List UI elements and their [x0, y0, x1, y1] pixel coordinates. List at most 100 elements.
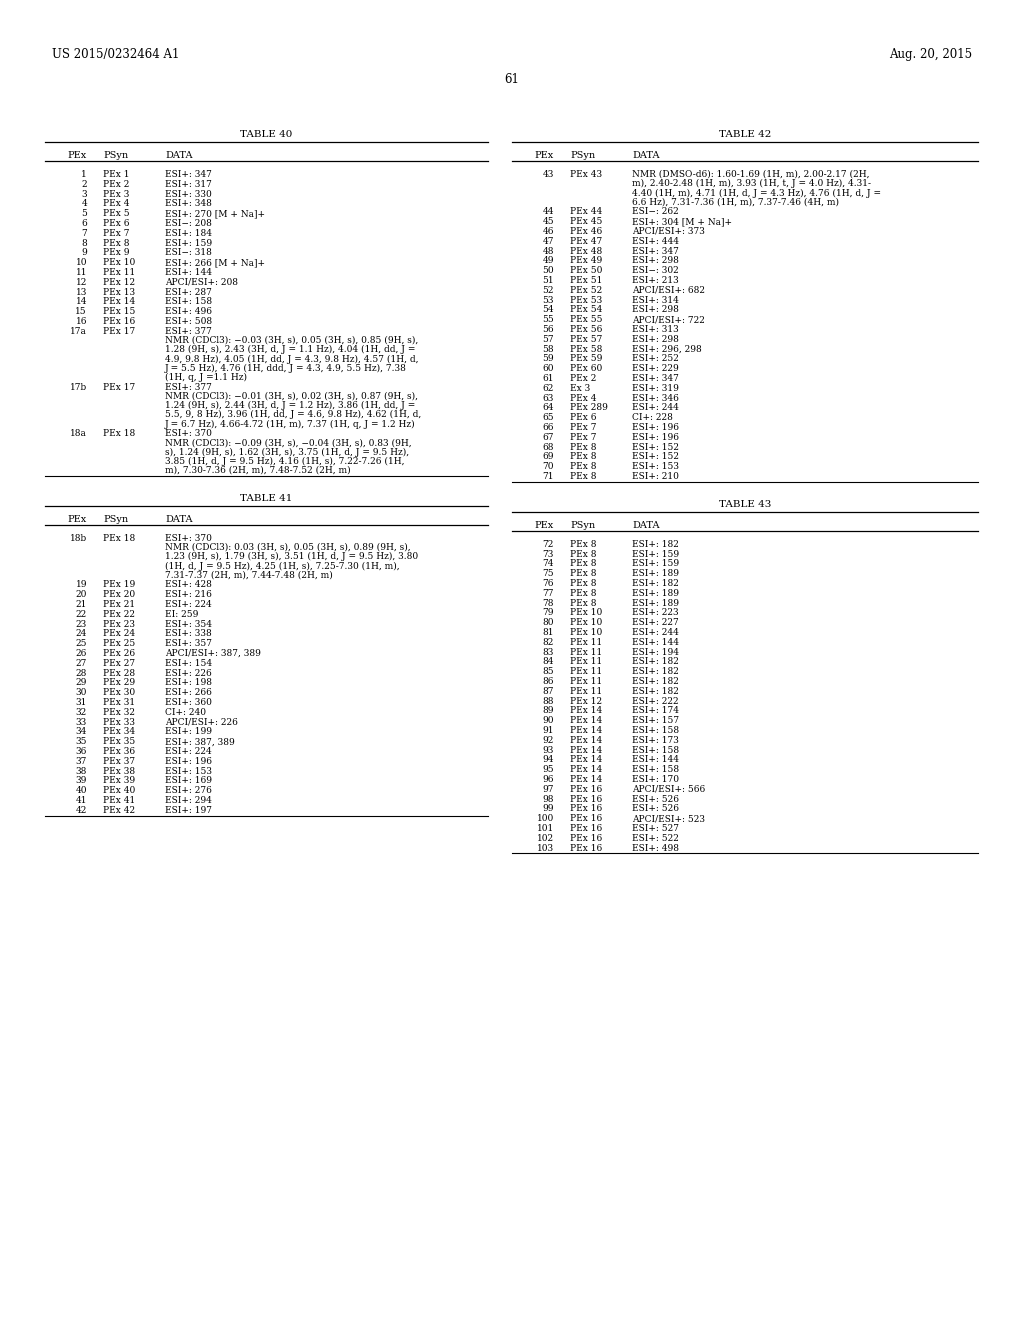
Text: 14: 14 — [76, 297, 87, 306]
Text: ESI+: 182: ESI+: 182 — [632, 657, 679, 667]
Text: PEx 17: PEx 17 — [103, 383, 135, 392]
Text: APCI/ESI+: 566: APCI/ESI+: 566 — [632, 785, 706, 793]
Text: PEx 18: PEx 18 — [103, 533, 135, 543]
Text: PEx 31: PEx 31 — [103, 698, 135, 708]
Text: PEx 60: PEx 60 — [570, 364, 602, 374]
Text: PEx 28: PEx 28 — [103, 669, 135, 677]
Text: 72: 72 — [543, 540, 554, 549]
Text: PEx 43: PEx 43 — [570, 170, 602, 180]
Text: PEx 8: PEx 8 — [570, 453, 597, 462]
Text: PEx 50: PEx 50 — [570, 267, 602, 275]
Text: 32: 32 — [76, 708, 87, 717]
Text: ESI+: 157: ESI+: 157 — [632, 717, 679, 725]
Text: ESI+: 159: ESI+: 159 — [632, 560, 679, 569]
Text: 53: 53 — [543, 296, 554, 305]
Text: ESI+: 222: ESI+: 222 — [632, 697, 679, 706]
Text: APCI/ESI+: 682: APCI/ESI+: 682 — [632, 286, 705, 294]
Text: APCI/ESI+: 226: APCI/ESI+: 226 — [165, 718, 238, 726]
Text: 7.31-7.37 (2H, m), 7.44-7.48 (2H, m): 7.31-7.37 (2H, m), 7.44-7.48 (2H, m) — [165, 570, 333, 579]
Text: PEx 19: PEx 19 — [103, 581, 135, 590]
Text: 18b: 18b — [70, 533, 87, 543]
Text: 1.24 (9H, s), 2.44 (3H, d, J = 1.2 Hz), 3.86 (1H, dd, J =: 1.24 (9H, s), 2.44 (3H, d, J = 1.2 Hz), … — [165, 401, 416, 411]
Text: PEx 11: PEx 11 — [570, 677, 602, 686]
Text: ESI+: 158: ESI+: 158 — [632, 726, 679, 735]
Text: 98: 98 — [543, 795, 554, 804]
Text: PEx 2: PEx 2 — [570, 374, 596, 383]
Text: PEx 8: PEx 8 — [570, 473, 597, 480]
Text: ESI+: 387, 389: ESI+: 387, 389 — [165, 737, 234, 746]
Text: 43: 43 — [543, 170, 554, 180]
Text: 64: 64 — [543, 404, 554, 412]
Text: ESI+: 296, 298: ESI+: 296, 298 — [632, 345, 701, 354]
Text: 89: 89 — [543, 706, 554, 715]
Text: ESI+: 227: ESI+: 227 — [632, 618, 679, 627]
Text: PEx: PEx — [535, 521, 554, 529]
Text: PEx 16: PEx 16 — [570, 824, 602, 833]
Text: NMR (DMSO-d6): 1.60-1.69 (1H, m), 2.00-2.17 (2H,: NMR (DMSO-d6): 1.60-1.69 (1H, m), 2.00-2… — [632, 170, 869, 180]
Text: ESI+: 428: ESI+: 428 — [165, 581, 212, 590]
Text: 41: 41 — [76, 796, 87, 805]
Text: ESI+: 370: ESI+: 370 — [165, 533, 212, 543]
Text: PEx 10: PEx 10 — [570, 618, 602, 627]
Text: 44: 44 — [543, 207, 554, 216]
Text: ESI+: 182: ESI+: 182 — [632, 540, 679, 549]
Text: PEx 16: PEx 16 — [570, 834, 602, 842]
Text: PEx 35: PEx 35 — [103, 737, 135, 746]
Text: PEx 11: PEx 11 — [570, 667, 602, 676]
Text: 103: 103 — [537, 843, 554, 853]
Text: ESI+: 313: ESI+: 313 — [632, 325, 679, 334]
Text: ESI+: 158: ESI+: 158 — [165, 297, 212, 306]
Text: 49: 49 — [543, 256, 554, 265]
Text: ESI−: 302: ESI−: 302 — [632, 267, 679, 275]
Text: ESI+: 314: ESI+: 314 — [632, 296, 679, 305]
Text: PEx 45: PEx 45 — [570, 218, 602, 226]
Text: 15: 15 — [76, 308, 87, 317]
Text: 42: 42 — [76, 805, 87, 814]
Text: PEx 10: PEx 10 — [103, 259, 135, 267]
Text: PEx 56: PEx 56 — [570, 325, 602, 334]
Text: PEx 14: PEx 14 — [570, 735, 602, 744]
Text: 61: 61 — [543, 374, 554, 383]
Text: ESI+: 182: ESI+: 182 — [632, 667, 679, 676]
Text: PEx 1: PEx 1 — [103, 170, 129, 180]
Text: PEx 59: PEx 59 — [570, 354, 602, 363]
Text: ESI+: 508: ESI+: 508 — [165, 317, 212, 326]
Text: (1H, d, J = 9.5 Hz), 4.25 (1H, s), 7.25-7.30 (1H, m),: (1H, d, J = 9.5 Hz), 4.25 (1H, s), 7.25-… — [165, 561, 399, 570]
Text: PEx 8: PEx 8 — [570, 549, 597, 558]
Text: 100: 100 — [537, 814, 554, 824]
Text: 29: 29 — [76, 678, 87, 688]
Text: 82: 82 — [543, 638, 554, 647]
Text: PEx 11: PEx 11 — [570, 638, 602, 647]
Text: 7: 7 — [81, 228, 87, 238]
Text: PEx 29: PEx 29 — [103, 678, 135, 688]
Text: PEx 49: PEx 49 — [570, 256, 602, 265]
Text: ESI+: 154: ESI+: 154 — [165, 659, 212, 668]
Text: PEx 3: PEx 3 — [103, 190, 129, 198]
Text: ESI+: 357: ESI+: 357 — [165, 639, 212, 648]
Text: 59: 59 — [543, 354, 554, 363]
Text: 18a: 18a — [70, 429, 87, 438]
Text: 95: 95 — [543, 766, 554, 775]
Text: 5.5, 9, 8 Hz), 3.96 (1H, dd, J = 4.6, 9.8 Hz), 4.62 (1H, d,: 5.5, 9, 8 Hz), 3.96 (1H, dd, J = 4.6, 9.… — [165, 411, 421, 420]
Text: ESI+: 298: ESI+: 298 — [632, 305, 679, 314]
Text: 3: 3 — [81, 190, 87, 198]
Text: PEx 17: PEx 17 — [103, 327, 135, 335]
Text: PEx 16: PEx 16 — [570, 814, 602, 824]
Text: ESI+: 298: ESI+: 298 — [632, 256, 679, 265]
Text: s), 1.24 (9H, s), 1.62 (3H, s), 3.75 (1H, d, J = 9.5 Hz),: s), 1.24 (9H, s), 1.62 (3H, s), 3.75 (1H… — [165, 447, 410, 457]
Text: PEx 24: PEx 24 — [103, 630, 135, 639]
Text: PEx 8: PEx 8 — [570, 560, 597, 569]
Text: 39: 39 — [76, 776, 87, 785]
Text: ESI+: 189: ESI+: 189 — [632, 569, 679, 578]
Text: 94: 94 — [543, 755, 554, 764]
Text: 19: 19 — [76, 581, 87, 590]
Text: PEx 16: PEx 16 — [570, 795, 602, 804]
Text: 85: 85 — [543, 667, 554, 676]
Text: 20: 20 — [76, 590, 87, 599]
Text: 27: 27 — [76, 659, 87, 668]
Text: ESI+: 199: ESI+: 199 — [165, 727, 212, 737]
Text: 102: 102 — [537, 834, 554, 842]
Text: 13: 13 — [76, 288, 87, 297]
Text: US 2015/0232464 A1: US 2015/0232464 A1 — [52, 48, 179, 61]
Text: DATA: DATA — [165, 150, 193, 160]
